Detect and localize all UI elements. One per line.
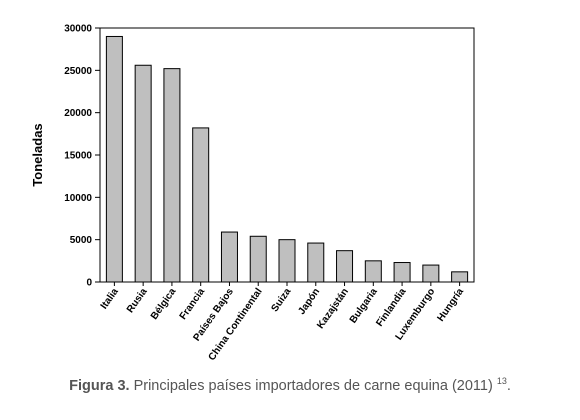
bar [134,64,152,283]
figure-caption: Figura 3. Principales países importadore… [0,376,580,394]
bars [105,35,469,283]
bar [192,127,210,283]
bar [307,242,325,283]
bar [336,250,354,283]
x-tick-label: Suiza [269,286,293,314]
bar [422,264,440,283]
caption-text: Principales países importadores de carne… [133,378,493,394]
x-tick-label: Japón [296,286,322,316]
y-tick-label: 20000 [64,108,92,119]
y-tick-label: 10000 [64,193,92,204]
y-axis-label: Toneladas [30,123,45,186]
x-tick-label: Italia [99,286,121,311]
y-tick-label: 30000 [64,24,92,35]
bar [393,262,411,283]
caption-reference: 13 [496,376,507,387]
x-tick-label: Rusia [125,286,150,315]
x-tick-label: Hungría [435,286,466,324]
y-tick-label: 5000 [70,235,93,246]
bar [163,68,181,283]
bar [278,239,296,283]
y-axis: 0 5000 10000 15000 20000 25000 30000 [64,24,100,289]
bar [105,35,123,283]
x-tick-label: Francia [178,286,208,322]
y-tick-label: 15000 [64,151,92,162]
x-tick-label: Bélgica [149,286,179,322]
y-tick-label: 0 [86,278,92,289]
plot-frame [99,27,475,283]
x-tick-label: China Continental [207,286,265,363]
bar [364,260,382,283]
caption-suffix: . [506,378,511,394]
bar-chart: 0 5000 10000 15000 20000 25000 30000 Italia Rus… [30,24,475,363]
figure-label: Figura 3. [69,378,130,394]
bar [249,235,267,283]
bar [451,271,469,283]
y-tick-label: 25000 [64,66,92,77]
bar [220,231,238,283]
